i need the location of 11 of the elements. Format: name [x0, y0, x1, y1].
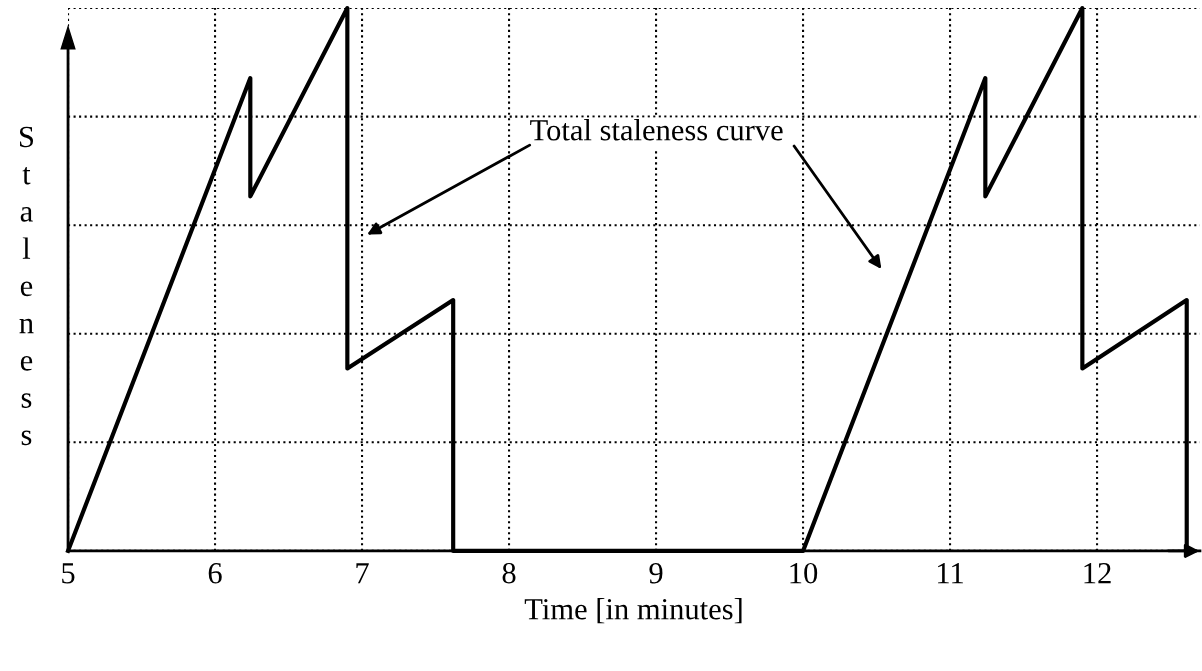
- text: Staleness: [19, 126, 34, 446]
- x-tick-label: 5: [62, 563, 75, 584]
- x-tick-label: 10: [790, 562, 818, 584]
- x-tick-label: 12: [1084, 562, 1111, 584]
- x-tick-label: 11: [938, 563, 963, 584]
- x-tick-label: 6: [208, 562, 222, 584]
- x-tick-label: 9: [649, 562, 663, 584]
- x-tick-label: 7: [356, 563, 369, 584]
- x-axis-title: Time [in minutes]: [524, 598, 742, 624]
- x-tick-label: 8: [502, 562, 516, 584]
- annotation: Total staleness curve: [530, 119, 783, 141]
